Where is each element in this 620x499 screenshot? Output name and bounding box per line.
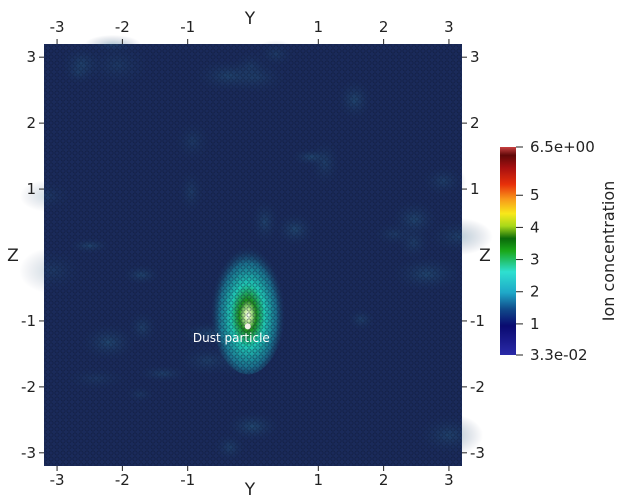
x-tick-label: -1: [180, 18, 195, 36]
y-tick-label: 1: [26, 180, 36, 198]
y-tick-label: 3: [470, 48, 480, 66]
dust-particle-marker: [244, 323, 251, 330]
x-tick-label: 2: [379, 471, 389, 489]
y-ticks-right: 3 2 1 -1 -2 -3: [462, 48, 485, 462]
x-axis-label-top: Y: [244, 9, 256, 29]
x-tick-label: 2: [379, 18, 389, 36]
x-tick-label: -3: [50, 18, 65, 36]
y-tick-label: -1: [470, 312, 485, 330]
x-tick-label: -2: [115, 471, 130, 489]
x-ticks-top: -3 -2 -1 1 2 3: [50, 18, 454, 44]
colorbar-tick-label: 3: [530, 251, 540, 269]
x-tick-label: 3: [444, 18, 454, 36]
mesh-overlay: [44, 44, 462, 466]
colorbar-title: Ion concentration: [599, 181, 618, 322]
y-tick-label: -2: [470, 378, 485, 396]
plot-area: Dust particle: [19, 34, 493, 466]
y-tick-label: -2: [21, 378, 36, 396]
x-ticks-bottom: -3 -2 -1 1 2 3: [50, 466, 454, 489]
colorbar: 1 2 3 4 5 6.5e+00 3.3e-02 Ion concentration: [500, 138, 618, 364]
y-tick-label: 1: [470, 180, 480, 198]
dust-particle-label: Dust particle: [193, 331, 270, 345]
colorbar-ticks: 1 2 3 4 5: [516, 146, 540, 356]
x-tick-label: 3: [444, 471, 454, 489]
y-axis-label-right: Z: [479, 246, 491, 266]
x-tick-label: -3: [50, 471, 65, 489]
colorbar-tick-label: 5: [530, 186, 540, 204]
y-tick-label: -3: [470, 444, 485, 462]
colorbar-tick-label: 2: [530, 283, 540, 301]
x-tick-label: 1: [314, 18, 324, 36]
y-tick-label: -1: [21, 312, 36, 330]
y-tick-label: 2: [26, 114, 36, 132]
colorbar-min-label: 3.3e-02: [530, 346, 588, 364]
y-ticks-left: 3 2 1 -1 -2 -3: [21, 48, 44, 462]
colorbar-tick-label: 1: [530, 315, 540, 333]
y-tick-label: -3: [21, 444, 36, 462]
y-axis-label-left: Z: [7, 246, 19, 266]
colorbar-max-label: 6.5e+00: [530, 138, 595, 156]
x-tick-label: -1: [180, 471, 195, 489]
x-tick-label: -2: [115, 18, 130, 36]
x-tick-label: 1: [314, 471, 324, 489]
y-tick-label: 3: [26, 48, 36, 66]
colorbar-tick-label: 4: [530, 218, 540, 236]
y-tick-label: 2: [470, 114, 480, 132]
x-axis-label-bottom: Y: [244, 480, 256, 499]
colorbar-gradient: [500, 147, 516, 355]
